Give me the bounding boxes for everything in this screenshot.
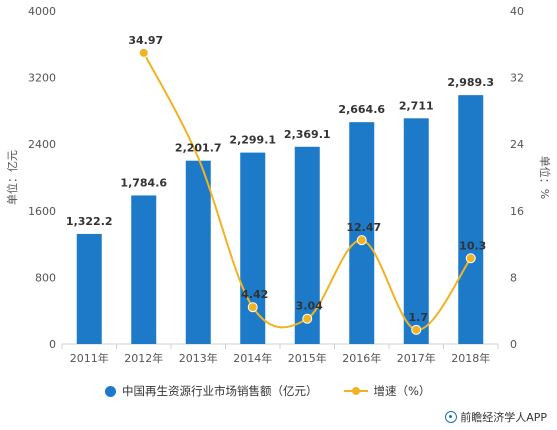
brand-logo-icon: [445, 411, 458, 423]
growth-point: [465, 253, 476, 264]
y-tick-label: 0: [49, 338, 56, 351]
y-tick-label: 4000: [28, 5, 56, 18]
bar-value-label: 1,784.6: [120, 176, 167, 189]
bar: [240, 152, 266, 344]
y-tick-label: 800: [35, 271, 56, 284]
growth-value-label: 34.97: [128, 34, 163, 47]
bar: [131, 195, 157, 344]
y-tick-label: 1600: [28, 205, 56, 218]
bar-value-label: 2,299.1: [229, 134, 276, 147]
bar-value-label: 2,369.1: [284, 128, 331, 141]
y-tick-label: 2400: [28, 138, 56, 151]
bar-value-label: 2,989.3: [447, 76, 494, 89]
y2-tick-label: 24: [510, 138, 524, 151]
y2-tick-label: 16: [510, 205, 524, 218]
x-tick-label: 2018年: [451, 351, 490, 365]
x-tick-label: 2013年: [179, 351, 218, 365]
growth-value-label: 1.7: [409, 311, 429, 324]
growth-point: [411, 324, 422, 335]
growth-value-label: 4.42: [241, 288, 268, 301]
x-tick-label: 2016年: [342, 351, 381, 365]
bar-value-label: 2,664.6: [338, 103, 385, 116]
y2-tick-label: 0: [510, 338, 517, 351]
growth-value-label: 12.47: [346, 221, 381, 234]
x-tick-label: 2014年: [233, 351, 272, 365]
y2-tick-label: 32: [510, 72, 524, 85]
y2-tick-label: 8: [510, 271, 517, 284]
legend-bar-swatch: [105, 385, 116, 397]
x-tick-label: 2017年: [397, 351, 436, 365]
growth-value-label: 10.3: [459, 239, 486, 252]
legend: 中国再生资源行业市场销售额（亿元） 增速（%）: [105, 383, 456, 399]
x-tick-label: 2011年: [70, 351, 109, 365]
growth-point: [247, 302, 258, 313]
bar: [349, 122, 375, 344]
legend-item-sales: 中国再生资源行业市场销售额（亿元）: [105, 383, 318, 399]
legend-label-growth: 增速（%）: [373, 384, 431, 398]
y-tick-label: 3200: [28, 72, 56, 85]
y2-axis-title: 单位：%: [538, 156, 552, 199]
axes: 2011年 2012年 2013年 2014年 2015年 2016年 2017年 2018年…: [28, 5, 524, 365]
growth-point: [356, 235, 367, 246]
bar: [458, 95, 484, 344]
y-axis-title: 单位：亿元: [5, 150, 19, 205]
growth-point: [302, 313, 313, 324]
growth-point: [138, 47, 149, 58]
bar-value-label: 2,201.7: [175, 142, 222, 155]
x-tick-label: 2012年: [124, 351, 163, 365]
data-labels-group: 1,322.2 1,784.6 2,201.7 2,299.1 2,369.1 2,664…: [66, 34, 494, 324]
growth-line-group: [138, 47, 476, 335]
bar: [403, 118, 429, 344]
legend-item-growth: 增速（%）: [343, 383, 431, 399]
bar-value-label: 1,322.2: [66, 215, 113, 228]
x-tick-label: 2015年: [288, 351, 327, 365]
bar: [76, 233, 102, 344]
source-credit: 前瞻经济学人APP: [445, 409, 547, 425]
bar-value-label: 2,711: [399, 99, 434, 112]
growth-value-label: 3.04: [296, 300, 323, 313]
bars-group: [76, 95, 484, 344]
bar: [185, 160, 211, 344]
legend-line-swatch: [343, 385, 368, 397]
legend-label-sales: 中国再生资源行业市场销售额（亿元）: [122, 384, 318, 398]
source-text: 前瞻经济学人APP: [460, 411, 547, 424]
y2-tick-label: 40: [510, 5, 524, 18]
